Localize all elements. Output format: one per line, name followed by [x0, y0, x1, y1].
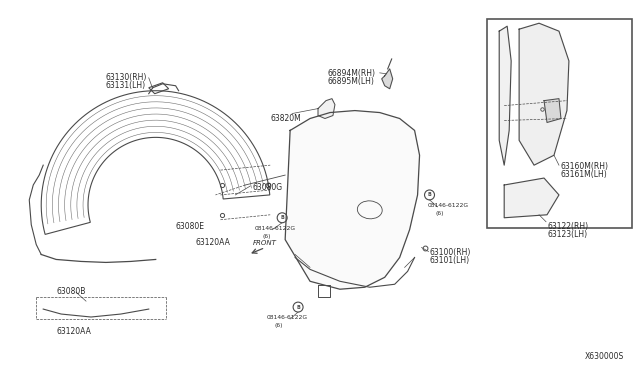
Text: (6): (6): [274, 323, 283, 328]
Text: 08146-6122G: 08146-6122G: [254, 226, 295, 231]
Text: 63131(LH): 63131(LH): [106, 81, 146, 90]
Text: B: B: [280, 215, 284, 220]
Text: 63080B: 63080B: [56, 287, 86, 296]
Polygon shape: [381, 69, 393, 89]
Text: 63161M(LH): 63161M(LH): [561, 170, 608, 179]
Text: 63120AA: 63120AA: [56, 327, 91, 336]
Text: 63160M(RH): 63160M(RH): [561, 162, 609, 171]
Text: X630000S: X630000S: [584, 352, 623, 361]
Text: 63080E: 63080E: [175, 222, 205, 231]
Text: 08146-6122G: 08146-6122G: [266, 315, 307, 320]
Text: (6): (6): [435, 211, 444, 216]
Text: 63122(RH): 63122(RH): [547, 222, 588, 231]
Polygon shape: [285, 110, 420, 289]
Text: 66895M(LH): 66895M(LH): [328, 77, 375, 86]
Text: 08146-6122G: 08146-6122G: [428, 203, 468, 208]
Text: FRONT: FRONT: [253, 240, 277, 246]
Polygon shape: [504, 178, 559, 218]
Text: 63820M: 63820M: [270, 113, 301, 122]
Text: 63120AA: 63120AA: [196, 238, 230, 247]
Polygon shape: [519, 23, 569, 165]
Polygon shape: [544, 99, 561, 122]
Polygon shape: [318, 99, 335, 119]
Bar: [487, 19, 632, 228]
Text: (6): (6): [262, 234, 271, 239]
Text: B: B: [296, 305, 300, 310]
Text: 63100(RH): 63100(RH): [429, 247, 471, 257]
Text: 63080G: 63080G: [252, 183, 282, 192]
Text: 63130(RH): 63130(RH): [106, 73, 147, 82]
Text: 66894M(RH): 66894M(RH): [328, 69, 376, 78]
Text: B: B: [428, 192, 431, 198]
Text: 63101(LH): 63101(LH): [429, 256, 470, 266]
Text: 63123(LH): 63123(LH): [547, 230, 587, 239]
Polygon shape: [499, 26, 511, 165]
